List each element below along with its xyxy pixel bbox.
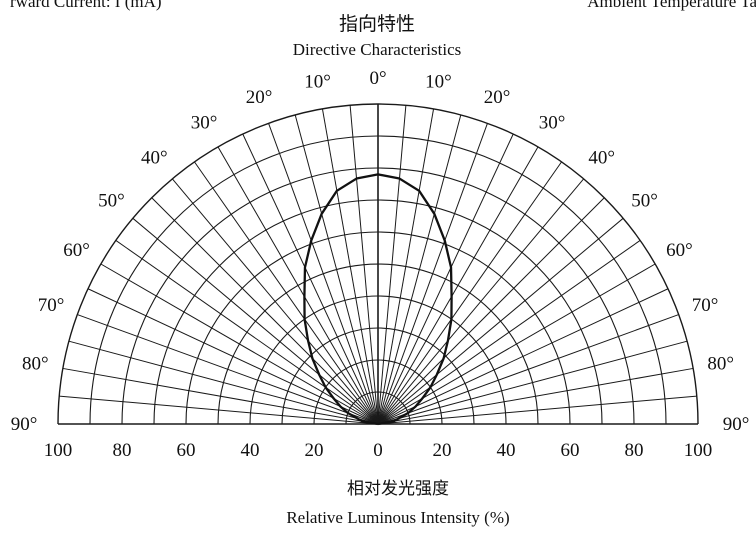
radial-tick-label-left: 80 <box>113 440 132 461</box>
angle-tick-label-left: 70° <box>38 295 65 316</box>
radial-tick-label-center: 0 <box>373 440 383 461</box>
radial-labels: 100 80 60 40 20 0 20 40 60 80 100 <box>44 440 713 461</box>
polar-grid <box>57 103 699 425</box>
grid-spoke <box>151 197 379 425</box>
grid-spoke <box>377 340 688 425</box>
angle-tick-label-left: 90° <box>11 414 38 435</box>
grid-spoke <box>377 395 697 425</box>
radial-tick-label-right: 20 <box>433 440 452 461</box>
grid-spoke <box>68 340 379 425</box>
radial-tick-label-right: 80 <box>625 440 644 461</box>
grid-spoke <box>377 114 462 425</box>
angle-tick-label-right: 80° <box>707 354 734 375</box>
radial-tick-label-left: 20 <box>305 440 324 461</box>
grid-spoke <box>132 217 379 425</box>
angle-tick-label-left: 80° <box>22 354 49 375</box>
grid-spoke <box>194 161 379 425</box>
angle-tick-label-right: 10° <box>425 71 452 92</box>
radial-tick-label-right: 60 <box>561 440 580 461</box>
grid-spoke <box>268 123 379 425</box>
angle-tick-label-left: 30° <box>191 113 218 134</box>
grid-spoke <box>294 114 379 425</box>
grid-spoke <box>377 123 488 425</box>
grid-spoke <box>321 108 379 425</box>
grid-spoke <box>377 288 669 425</box>
grid-spoke <box>377 161 562 425</box>
grid-spoke <box>242 133 379 425</box>
angle-tick-label-right: 50° <box>631 190 658 211</box>
angle-tick-label-right: 90° <box>723 414 750 435</box>
grid-spoke <box>62 367 379 425</box>
angle-tick-label-right: 60° <box>666 240 693 261</box>
radial-tick-label-left: 60 <box>177 440 196 461</box>
grid-spoke <box>349 105 379 425</box>
grid-spoke <box>377 240 641 425</box>
header-left-fragment: rward Current: I (mA) <box>10 0 162 11</box>
angle-tick-label-left: 40° <box>141 147 168 168</box>
grid-spoke <box>217 146 379 425</box>
grid-spoke <box>377 217 624 425</box>
grid-spoke <box>377 108 435 425</box>
angle-tick-label-right: 30° <box>539 113 566 134</box>
grid-spoke <box>377 178 585 425</box>
grid-spoke <box>377 133 514 425</box>
header-right-fragment: Ambient Temperature Ta <box>587 0 756 11</box>
angle-tick-label-right: 20° <box>484 87 511 108</box>
radial-tick-label-left: 40 <box>241 440 260 461</box>
chart-title-en: Directive Characteristics <box>293 40 462 59</box>
radial-tick-label-right: 40 <box>497 440 516 461</box>
grid-spoke <box>377 197 605 425</box>
grid-spoke <box>87 288 379 425</box>
radial-tick-label-right: 100 <box>684 440 713 461</box>
chart-title-cn: 指向特性 <box>339 13 415 35</box>
grid-spoke <box>115 240 379 425</box>
grid-spoke <box>377 314 679 425</box>
angle-tick-label-right: 40° <box>588 147 615 168</box>
x-axis-label-cn: 相对发光强度 <box>347 479 449 499</box>
x-axis-label-en: Relative Luminous Intensity (%) <box>286 508 509 527</box>
radial-tick-label-left: 100 <box>44 440 73 461</box>
series-curve <box>303 173 453 426</box>
angle-tick-label-left: 50° <box>98 190 125 211</box>
angle-tick-label-right: 70° <box>692 295 719 316</box>
angle-labels: 0° 10° 20° 30° 40° 50° 60° 70° 80° 90° 10° 20° 30° 40… <box>11 68 750 435</box>
grid-spoke <box>377 146 539 425</box>
grid-spoke <box>377 367 694 425</box>
grid-spoke <box>59 395 379 425</box>
grid-spoke <box>77 314 379 425</box>
angle-tick-label-left: 60° <box>63 240 90 261</box>
grid-spoke <box>171 178 379 425</box>
angle-tick-label-left: 0° <box>369 68 386 89</box>
grid-spoke <box>377 105 407 425</box>
angle-tick-label-left: 20° <box>246 87 273 108</box>
angle-tick-label-left: 10° <box>304 71 331 92</box>
curve-layer <box>303 173 453 426</box>
